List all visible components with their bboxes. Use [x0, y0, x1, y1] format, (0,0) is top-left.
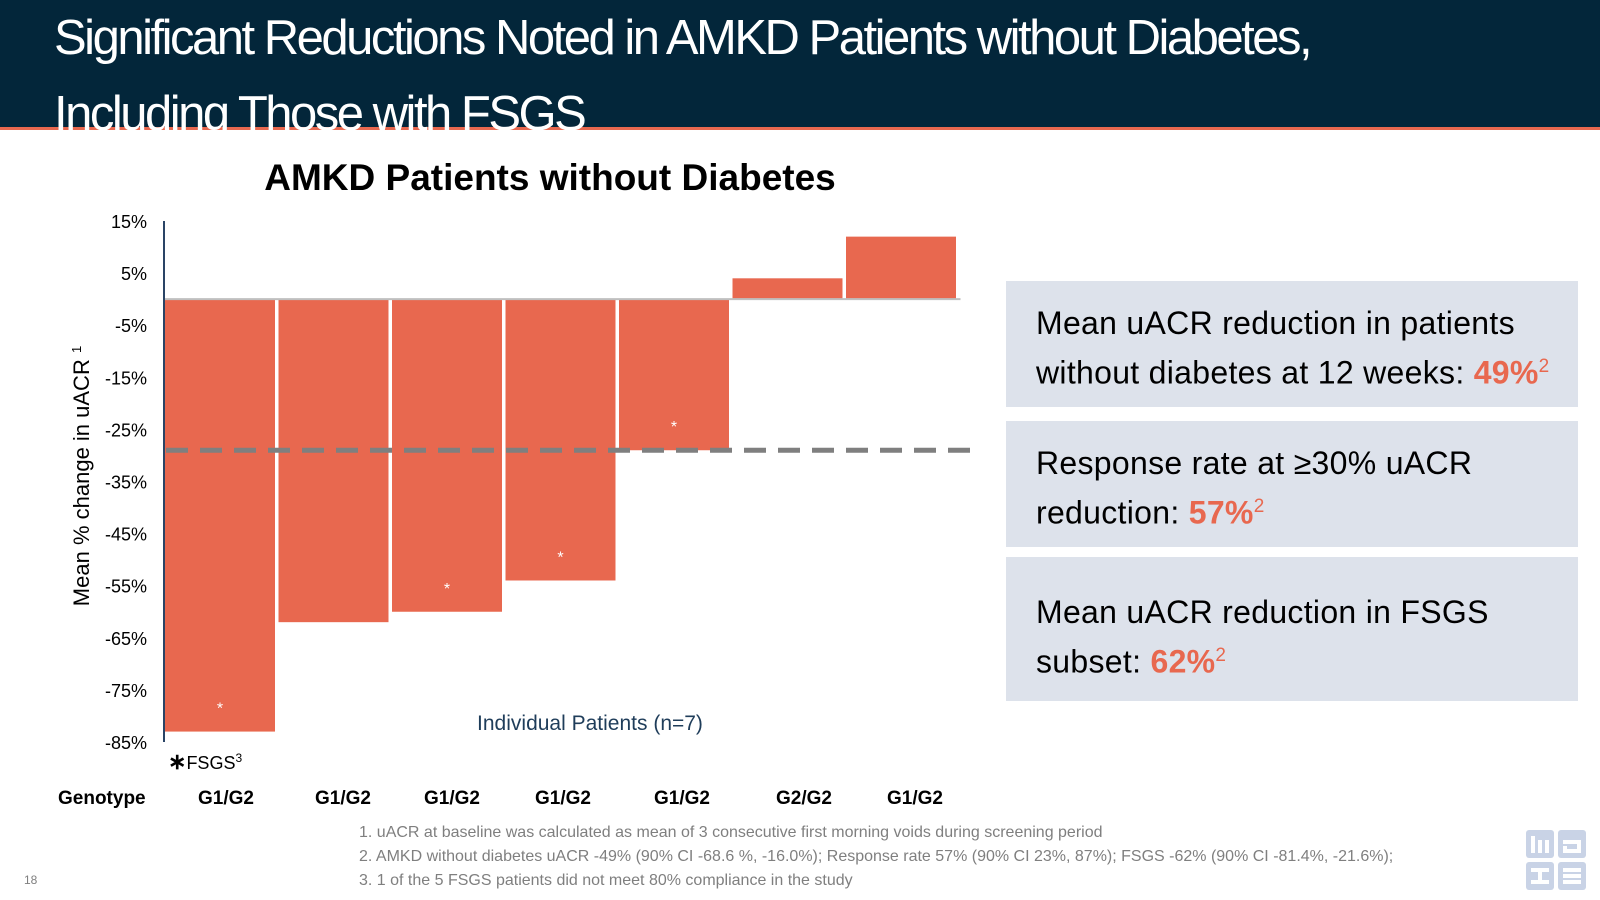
genotype-4: G1/G2: [535, 788, 591, 809]
footnotes: 1. uACR at baseline was calculated as me…: [359, 821, 1393, 893]
genotype-1: G1/G2: [198, 788, 254, 809]
y-tick-label: -75%: [105, 681, 147, 701]
stat-box-1-value: 49%: [1473, 354, 1539, 391]
bar-patient-1: [165, 299, 275, 732]
title-banner: Significant Reductions Noted in AMKD Pat…: [0, 0, 1600, 141]
genotype-3: G1/G2: [424, 788, 480, 809]
stat-box-1-prefix: without diabetes at 12 weeks:: [1036, 354, 1474, 391]
stat-box-fsgs-reduction: Mean uACR reduction in FSGS subset: 62%2: [1006, 557, 1578, 701]
y-axis-label: Mean % change in uACR 1: [69, 346, 95, 606]
y-tick-label: -85%: [105, 733, 147, 753]
stat-box-1-line-2: without diabetes at 12 weeks: 49%2: [1036, 345, 1578, 395]
maze-logo-icon: [1526, 830, 1586, 890]
fsgs-marker: *: [557, 549, 563, 566]
slide-title: Significant Reductions Noted in AMKD Pat…: [54, 0, 1554, 152]
bar-patient-2: [278, 299, 389, 623]
stat-box-2-line-2: reduction: 57%2: [1036, 485, 1578, 535]
genotype-row-label: Genotype: [58, 788, 146, 809]
footnote-1: 1. uACR at baseline was calculated as me…: [359, 824, 1103, 841]
bar-chart: 15% 5% -5% -15% -25% -35% -45% -55% -65% -75% -85%…: [105, 212, 982, 753]
stat-box-2-prefix: reduction:: [1036, 494, 1189, 531]
fsgs-marker: *: [444, 581, 450, 598]
bar-patient-5: [619, 299, 729, 451]
bar-patient-3: [392, 299, 502, 612]
footnote-3: 3. 1 of the 5 FSGS patients did not meet…: [359, 872, 853, 889]
footnote-2: 2. AMKD without diabetes uACR -49% (90% …: [359, 848, 1394, 865]
stat-box-1-line-1: Mean uACR reduction in patients: [1036, 305, 1515, 341]
stat-box-3-line-2: subset: 62%2: [1036, 634, 1578, 684]
y-axis-label-ref: 1: [68, 345, 84, 354]
y-axis-label-text: Mean % change in uACR: [69, 359, 95, 607]
stat-box-2-value: 57%: [1188, 494, 1254, 531]
stat-box-3-line-1: Mean uACR reduction in FSGS: [1036, 594, 1489, 630]
genotype-2: G1/G2: [315, 788, 371, 809]
y-tick-label: -35%: [105, 473, 147, 493]
stat-box-3-ref: 2: [1215, 645, 1227, 666]
slide-title-line-2: Including Those with FSGS: [54, 87, 587, 141]
stat-box-3-value: 62%: [1150, 643, 1216, 680]
genotype-7: G1/G2: [887, 788, 943, 809]
chart-title: AMKD Patients without Diabetes: [264, 157, 836, 198]
bar-patient-6: [732, 278, 843, 300]
bar-patient-4: [505, 299, 616, 581]
bar-patient-7: [846, 236, 956, 300]
fsgs-marker: *: [671, 419, 677, 436]
genotype-6: G2/G2: [776, 788, 832, 809]
y-tick-label: -25%: [105, 420, 147, 440]
slide-title-line-1: Significant Reductions Noted in AMKD Pat…: [54, 11, 1313, 65]
y-tick-label: -65%: [105, 629, 147, 649]
stat-box-1-ref: 2: [1538, 356, 1550, 377]
stat-box-response-rate: Response rate at ≥30% uACR reduction: 57…: [1006, 421, 1578, 547]
page-number: 18: [24, 873, 38, 887]
fsgs-marker: *: [217, 701, 223, 718]
stat-box-2-ref: 2: [1253, 496, 1265, 517]
stat-box-2-line-1: Response rate at ≥30% uACR: [1036, 445, 1473, 481]
fsgs-legend: ∗FSGS3: [168, 749, 242, 775]
stat-box-mean-reduction: Mean uACR reduction in patients without …: [1006, 281, 1578, 407]
y-tick-label: -15%: [105, 368, 147, 388]
stat-box-3-prefix: subset:: [1036, 643, 1151, 680]
genotype-5: G1/G2: [654, 788, 710, 809]
y-tick-label: -55%: [105, 577, 147, 597]
y-tick-label: 5%: [121, 264, 147, 284]
y-tick-label: 15%: [111, 212, 147, 232]
fsgs-legend-symbol: ∗: [168, 749, 187, 774]
x-axis-label: Individual Patients (n=7): [477, 712, 703, 735]
y-tick-label: -5%: [115, 316, 147, 336]
y-tick-label: -45%: [105, 525, 147, 545]
fsgs-legend-ref: 3: [235, 751, 243, 765]
fsgs-legend-label: FSGS: [186, 753, 236, 773]
